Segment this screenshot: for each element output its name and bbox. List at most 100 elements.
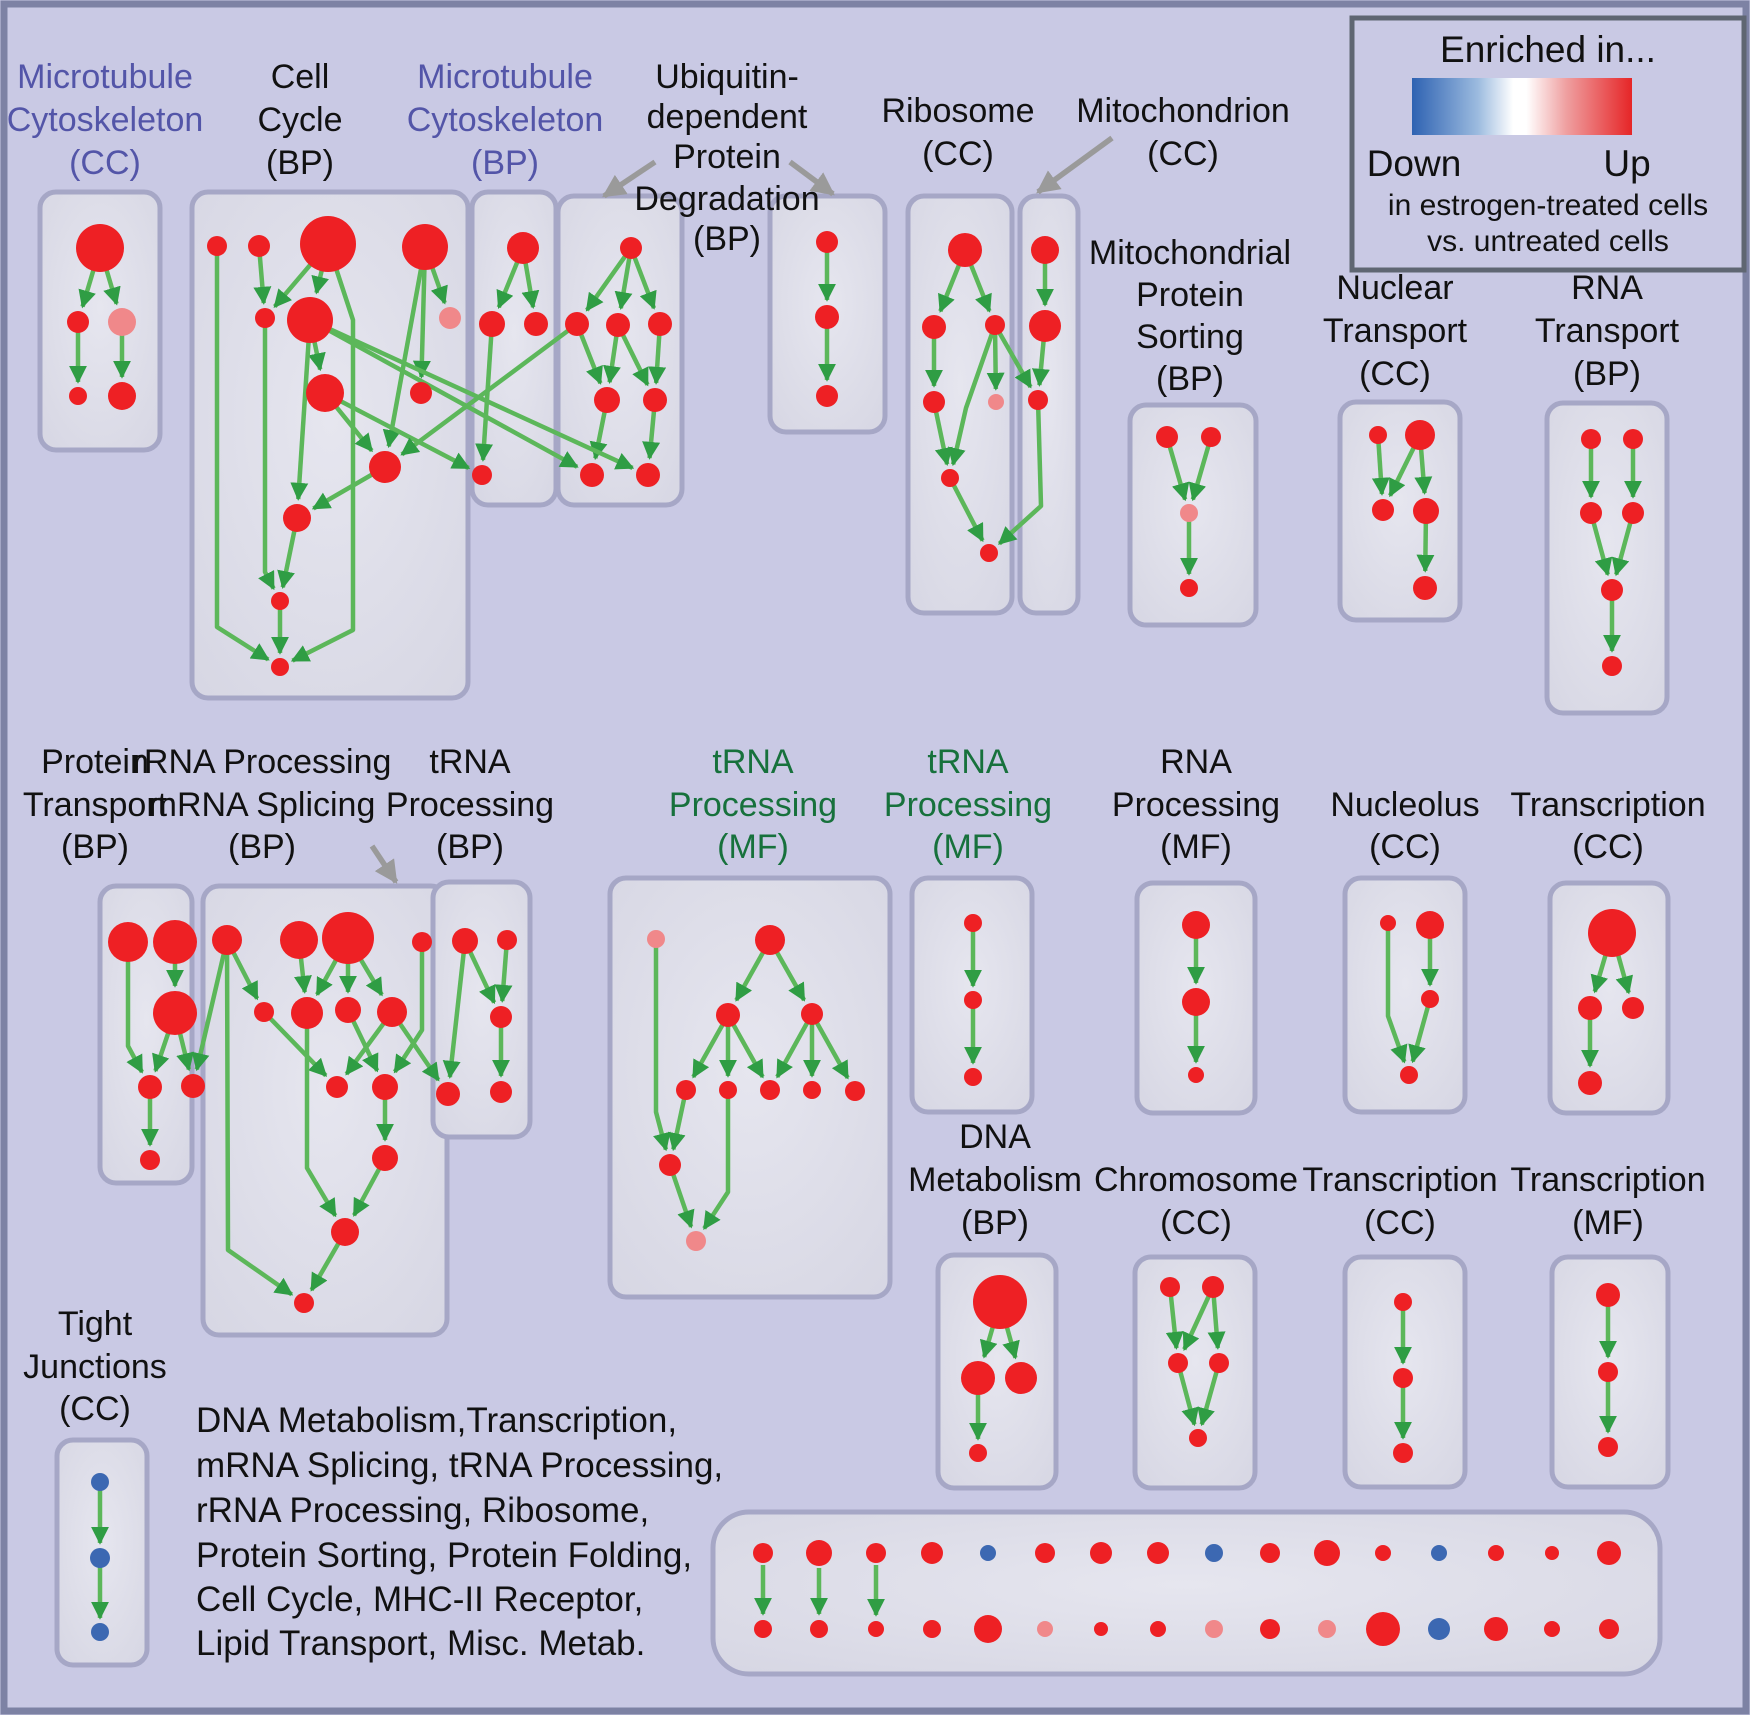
node-tm3 bbox=[1598, 1437, 1618, 1457]
node-mtbp4 bbox=[472, 465, 492, 485]
node-tj3 bbox=[91, 1623, 109, 1641]
misc-text-line2: mRNA Splicing, tRNA Processing, bbox=[196, 1446, 723, 1485]
misc-node-bottom-3 bbox=[868, 1621, 884, 1637]
node-h1 bbox=[964, 914, 982, 932]
misc-node-bottom-9 bbox=[1205, 1620, 1223, 1638]
node-dm1 bbox=[973, 1275, 1027, 1329]
group-label-hmf-line1: tRNA bbox=[927, 743, 1009, 781]
cross-edge-cc6-ub7 bbox=[308, 318, 579, 469]
node-rt2 bbox=[1623, 429, 1643, 449]
cross-edge-q1-pt5 bbox=[191, 939, 230, 1072]
group-label-tight-line3: (CC) bbox=[59, 1390, 131, 1428]
node-g8 bbox=[803, 1081, 821, 1099]
edge-rib-rb3-rb5 bbox=[986, 324, 1005, 391]
group-label-nucl-line1: Nucleolus bbox=[1330, 786, 1479, 824]
node-cc8 bbox=[306, 374, 344, 412]
node-g7 bbox=[760, 1080, 780, 1100]
node-q12 bbox=[331, 1218, 359, 1246]
node-q2 bbox=[280, 921, 318, 959]
node-tj1 bbox=[91, 1473, 109, 1491]
node-tb3 bbox=[490, 1006, 512, 1028]
edge-gmf-g4-g7 bbox=[775, 1012, 814, 1079]
group-label-ubi1-line1: Ubiquitin- bbox=[655, 58, 799, 96]
group-label-trnabp-line2: Processing bbox=[386, 786, 554, 824]
misc-node-top-9 bbox=[1205, 1544, 1223, 1562]
node-q7 bbox=[335, 997, 361, 1023]
group-label-ubi1-line3: Protein bbox=[673, 138, 781, 176]
edge-trnabp-tb1-tb4 bbox=[442, 940, 468, 1079]
node-g9 bbox=[845, 1081, 865, 1101]
node-pt4 bbox=[138, 1075, 162, 1099]
node-so2 bbox=[1201, 427, 1221, 447]
edge-gmf-g1-g10 bbox=[653, 939, 671, 1152]
group-label-tcc1-line2: (CC) bbox=[1572, 828, 1644, 866]
node-mi2 bbox=[1029, 310, 1061, 342]
group-label-gmf-line2: Processing bbox=[669, 786, 837, 824]
annotation-arrow-3 bbox=[1036, 135, 1114, 195]
node-ub4 bbox=[648, 312, 672, 336]
node-pt5 bbox=[181, 1074, 205, 1098]
edge-gmf-g5-g10 bbox=[667, 1089, 689, 1152]
misc-node-bottom-16 bbox=[1599, 1619, 1619, 1639]
group-box-ubi1 bbox=[555, 193, 685, 508]
node-q4 bbox=[412, 932, 432, 952]
node-q9 bbox=[326, 1076, 348, 1098]
misc-node-top-6 bbox=[1035, 1543, 1055, 1563]
group-label-sort-line4: (BP) bbox=[1156, 360, 1224, 398]
node-q3 bbox=[322, 912, 374, 964]
group-label-rib-line2: (CC) bbox=[922, 135, 994, 173]
node-mtbp1 bbox=[507, 232, 539, 264]
misc-node-top-2 bbox=[806, 1540, 832, 1566]
group-label-trnabp-line3: (BP) bbox=[436, 828, 504, 866]
edge-gmf-g4-g9 bbox=[810, 1012, 850, 1080]
group-label-mtcc-line3: (CC) bbox=[69, 144, 141, 182]
edge-cc-cc3-cc13 bbox=[290, 243, 356, 663]
misc-node-bottom-12 bbox=[1366, 1612, 1400, 1646]
edge-prot-pt1-pt4 bbox=[125, 942, 144, 1074]
group-label-tcc1-line1: Transcription bbox=[1510, 786, 1705, 824]
edge-rib-rb6-rb7 bbox=[948, 476, 985, 543]
group-label-sort-line2: Protein bbox=[1136, 276, 1244, 314]
misc-node-bottom-1 bbox=[754, 1620, 772, 1638]
misc-node-top-11 bbox=[1314, 1540, 1340, 1566]
node-q1 bbox=[212, 925, 242, 955]
edge-ubi1-ub1-ub2 bbox=[585, 246, 633, 312]
node-q6 bbox=[291, 997, 323, 1029]
legend-title: Enriched in... bbox=[1440, 29, 1656, 70]
misc-node-top-4 bbox=[921, 1542, 943, 1564]
node-ub10 bbox=[815, 305, 839, 329]
node-g4 bbox=[801, 1003, 823, 1025]
node-rt1 bbox=[1581, 429, 1601, 449]
group-label-sort-line3: Sorting bbox=[1136, 318, 1244, 356]
node-k4 bbox=[1400, 1066, 1418, 1084]
misc-node-bottom-15 bbox=[1544, 1621, 1560, 1637]
node-dm4 bbox=[969, 1444, 987, 1462]
node-g1 bbox=[647, 930, 665, 948]
node-cc5 bbox=[255, 308, 275, 328]
node-ub5 bbox=[594, 387, 620, 413]
group-label-gmf-line3: (MF) bbox=[717, 828, 789, 866]
misc-node-top-7 bbox=[1090, 1542, 1112, 1564]
group-label-nuct-line2: Transport bbox=[1323, 312, 1468, 350]
misc-text-line6: Lipid Transport, Misc. Metab. bbox=[196, 1624, 645, 1663]
node-q13 bbox=[294, 1293, 314, 1313]
node-tm2 bbox=[1598, 1362, 1618, 1382]
misc-node-top-14 bbox=[1488, 1545, 1504, 1561]
cross-edge-rb3-mi3 bbox=[993, 323, 1033, 389]
node-rb3 bbox=[985, 315, 1005, 335]
node-mtbp2 bbox=[479, 311, 505, 337]
group-label-rpmf-line1: RNA bbox=[1160, 743, 1232, 781]
node-g3 bbox=[716, 1003, 740, 1027]
misc-node-bottom-14 bbox=[1484, 1617, 1508, 1641]
cross-edge-cc8-mtbp4 bbox=[323, 391, 471, 471]
node-g2 bbox=[755, 925, 785, 955]
node-q8 bbox=[377, 997, 407, 1027]
node-tb1 bbox=[452, 928, 478, 954]
misc-node-top-3 bbox=[866, 1543, 886, 1563]
group-label-dnam-line3: (BP) bbox=[961, 1204, 1029, 1242]
node-cc4 bbox=[402, 224, 448, 270]
node-nu3 bbox=[1372, 499, 1394, 521]
edge-rrna-q4-q10 bbox=[392, 942, 425, 1074]
